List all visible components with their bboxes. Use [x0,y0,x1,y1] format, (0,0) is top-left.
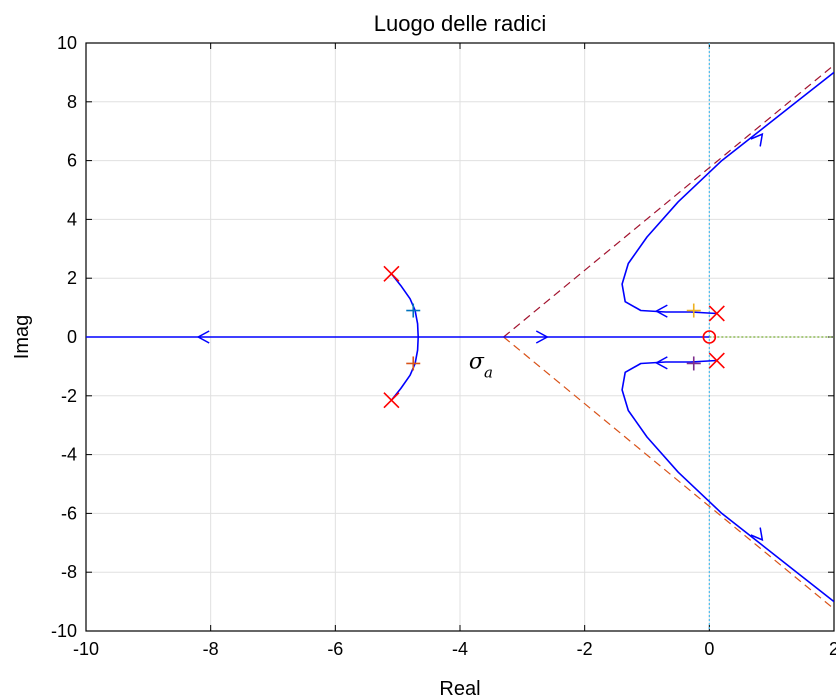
locus-arrow [750,132,764,147]
pole-marker [383,265,400,282]
pole-marker [708,305,725,322]
y-tick-label: -2 [61,386,77,406]
chart-title: Luogo delle radici [374,11,546,36]
y-tick-label: 6 [67,151,77,171]
asymptote-upper [503,64,834,338]
centroid-label: σa [469,350,493,382]
y-axis-label: Imag [11,315,33,359]
x-tick-label: 2 [829,639,836,659]
x-tick-label: -6 [327,639,343,659]
pole-marker [383,392,400,409]
locus-arrow [654,304,668,318]
locus-branch-5 [621,359,834,603]
y-tick-label: -4 [61,445,77,465]
locus-arrow [535,330,549,344]
zero-marker [702,330,717,344]
y-tick-label: -8 [61,562,77,582]
gain-marker [406,356,421,371]
data-series-group [86,43,834,631]
locus-arrow [654,356,668,370]
x-tick-label: -2 [577,639,593,659]
x-tick-label: -10 [73,639,99,659]
y-tick-label: 4 [67,209,77,229]
locus-branch-4 [621,71,834,315]
gain-marker [686,356,701,371]
x-axis-label: Real [439,678,480,700]
pole-marker [708,352,725,369]
locus-arrow [196,330,210,344]
y-tick-label: 2 [67,268,77,288]
x-tick-label: 0 [704,639,714,659]
gain-marker [406,303,421,318]
y-tick-label: -10 [51,621,77,641]
x-tick-label: -4 [452,639,468,659]
gain-marker [686,303,701,318]
locus-arrow [750,527,764,542]
y-tick-label: -6 [61,503,77,523]
plot-area [86,43,834,631]
y-tick-label: 10 [57,33,77,53]
x-tick-label: -8 [203,639,219,659]
y-tick-label: 8 [67,92,77,112]
y-tick-label: 0 [67,327,77,347]
asymptote-lower [503,336,834,610]
